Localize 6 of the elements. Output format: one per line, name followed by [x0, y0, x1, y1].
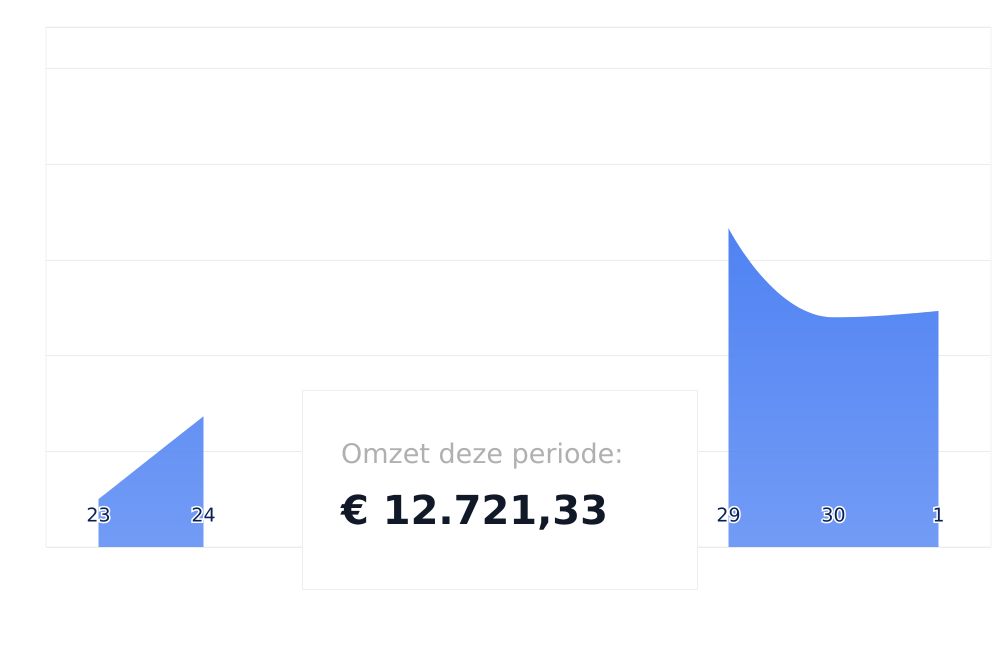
info-card: Omzet deze periode: € 12.721,33 [302, 390, 698, 590]
x-tick-label: 24 [191, 504, 216, 526]
x-tick-label: 29 [716, 504, 741, 526]
x-tick-label: 30 [821, 504, 846, 526]
annotation: € 12.721,33 [341, 488, 609, 534]
annotation: Omzet deze periode: [341, 439, 624, 470]
